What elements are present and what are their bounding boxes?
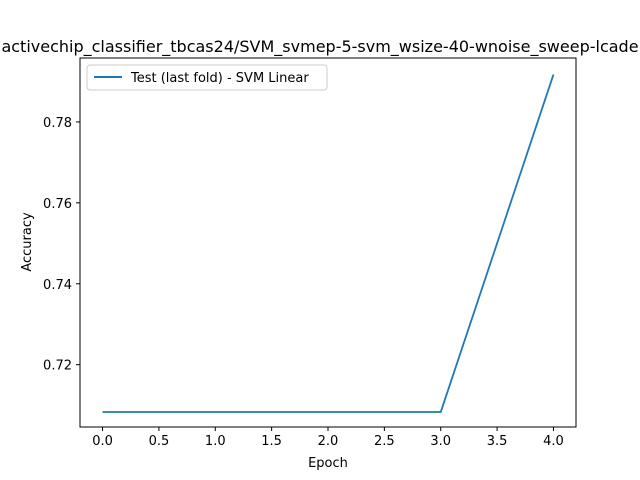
legend: Test (last fold) - SVM Linear <box>86 64 328 91</box>
x-tick-label: 4.0 <box>543 434 564 449</box>
y-tick-label: 0.72 <box>43 359 72 374</box>
x-tick-label: 1.5 <box>261 434 282 449</box>
series-layer <box>102 74 555 413</box>
series-line <box>102 74 555 413</box>
x-tick-label: 2.0 <box>318 434 339 449</box>
x-tick-label: 3.0 <box>430 434 451 449</box>
legend-label: Test (last fold) - SVM Linear <box>130 71 309 86</box>
x-tick-label: 0.5 <box>149 434 170 449</box>
y-tick-label: 0.74 <box>43 278 72 293</box>
legend-box <box>86 64 328 91</box>
x-axis: 0.0 0.5 1.0 1.5 2.0 2.5 3.0 3.5 4.0 <box>92 427 564 449</box>
chart-title: activechip_classifier_tbcas24/SVM_svmep-… <box>1 37 638 57</box>
x-tick-label: 3.5 <box>487 434 508 449</box>
y-tick-label: 0.78 <box>43 116 72 131</box>
x-tick-label: 1.0 <box>205 434 226 449</box>
y-axis: 0.72 0.74 0.76 0.78 <box>43 116 80 374</box>
y-axis-label: Accuracy <box>20 212 35 272</box>
x-tick-label: 0.0 <box>92 434 113 449</box>
x-tick-label: 2.5 <box>374 434 395 449</box>
y-tick-label: 0.76 <box>43 197 72 212</box>
x-axis-label: Epoch <box>308 456 348 471</box>
plot-frame <box>79 57 577 428</box>
